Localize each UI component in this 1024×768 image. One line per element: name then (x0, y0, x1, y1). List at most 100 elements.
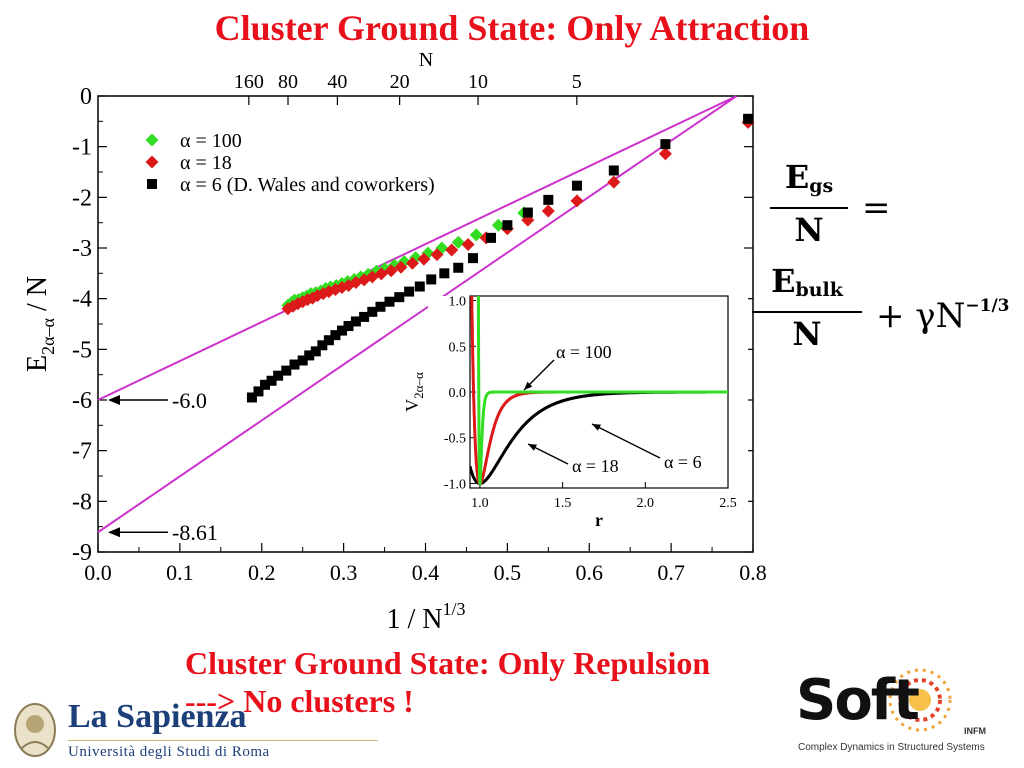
inset-x-axis-label: r (595, 510, 603, 530)
top-tick-label: 10 (468, 71, 488, 93)
data-point (336, 325, 347, 336)
data-point (297, 355, 308, 366)
data-point (570, 194, 584, 208)
sapienza-emblem-icon (14, 703, 56, 757)
annotation-label: -6.0 (172, 388, 207, 413)
sapienza-logo: La Sapienza Università degli Studi di Ro… (10, 698, 380, 768)
data-point (451, 235, 465, 249)
legend-marker (147, 179, 157, 189)
equals-sign: = (862, 188, 891, 228)
lhs-numerator: E (784, 158, 810, 196)
data-point (260, 379, 271, 390)
data-point (405, 256, 419, 270)
data-point (426, 274, 437, 285)
inset-x-tick-label: 1.5 (554, 496, 572, 511)
data-point (273, 370, 284, 381)
data-point (660, 139, 671, 150)
data-point (350, 316, 361, 327)
y-axis-label-suffix: / N (22, 276, 53, 318)
data-point (417, 252, 431, 266)
x-axis-label-text: 1 / N (386, 604, 442, 635)
x-tick-label: 0.2 (248, 560, 276, 585)
inset-series-label: α = 100 (556, 342, 612, 362)
soft-wordmark: Soft (796, 668, 920, 733)
energy-chart: 0.0 0.1 0.2 0.3 0.4 0.5 0.6 0.7 0.8 0 -1 -2 -3 -4 -5 -6… (22, 49, 767, 635)
data-point (607, 175, 621, 189)
data-point (502, 220, 513, 231)
y-tick-label: -6 (72, 388, 92, 414)
data-point (384, 296, 395, 307)
y-tick-label: -9 (72, 540, 92, 566)
annotation-label: -8.61 (172, 520, 218, 545)
x-tick-label: 0.0 (84, 560, 112, 585)
data-point (430, 248, 444, 262)
legend-label: α = 6 (D. Wales and coworkers) (180, 174, 435, 196)
annotation-arrowhead (108, 395, 120, 405)
inset-label-arrowhead (524, 381, 533, 390)
annotation-arrowhead (108, 527, 120, 538)
data-point (330, 330, 341, 341)
top-axis-label: N (419, 49, 433, 71)
top-tick-label: 5 (572, 71, 582, 93)
x-tick-label: 0.1 (166, 560, 194, 585)
data-point (310, 289, 324, 303)
data-point (414, 281, 425, 292)
inset-x-tick-label: 2.0 (637, 496, 655, 511)
inset-y-axis-label-sub: 2α–α (411, 372, 426, 399)
data-point (246, 392, 257, 403)
data-point (375, 301, 386, 312)
y-tick-label: -3 (72, 236, 92, 262)
soft-infm: INFM (964, 726, 986, 736)
inset-label-arrowhead (592, 424, 601, 431)
lhs-numerator-sub: gs (809, 175, 834, 197)
top-tick-label: 40 (327, 71, 347, 93)
inset-y-tick-label: -0.5 (444, 432, 466, 447)
gamma-exponent: −1/3 (965, 296, 1010, 316)
data-point (467, 253, 478, 264)
x-tick-label: 0.6 (576, 560, 604, 585)
data-point (374, 267, 388, 281)
data-point (486, 232, 496, 243)
rhs-numerator-sub: bulk (795, 279, 843, 301)
bottom-title-line2: ---> No clusters ! (185, 683, 414, 719)
data-point (439, 268, 450, 279)
slide-title: Cluster Ground State: Only Attraction (214, 8, 810, 48)
data-point (253, 386, 264, 397)
top-tick-label: 80 (278, 71, 298, 93)
data-point (323, 335, 334, 346)
data-point (743, 113, 754, 124)
data-point (289, 359, 300, 370)
data-point (310, 346, 321, 357)
legend-marker (145, 155, 159, 169)
data-point (453, 262, 464, 273)
data-point (317, 340, 328, 351)
x-tick-label: 0.4 (412, 560, 440, 585)
inset-y-tick-label: 1.0 (449, 295, 467, 310)
rhs-numerator: E (771, 262, 796, 300)
data-point (357, 273, 371, 287)
data-point (281, 365, 292, 376)
x-tick-label: 0.7 (657, 560, 685, 585)
data-point (343, 321, 354, 332)
data-point (658, 147, 672, 161)
data-point (469, 228, 483, 242)
data-point (404, 286, 415, 297)
inset-series-label: α = 18 (572, 456, 619, 476)
rhs-denominator: N (792, 315, 822, 353)
data-point (541, 204, 555, 218)
y-tick-label: -8 (72, 489, 92, 515)
lhs-denominator: N (794, 211, 824, 249)
data-point (367, 306, 378, 317)
legend-marker (145, 133, 159, 147)
data-point (394, 292, 405, 303)
data-point (522, 207, 533, 218)
sapienza-name: La Sapienza (68, 698, 247, 735)
inset-y-axis-label-text: V (402, 399, 422, 412)
data-point (543, 194, 554, 205)
y-axis-label-text: E (22, 355, 53, 372)
potential-curve (476, 296, 728, 486)
soft-logo: Soft INFM Complex Dynamics in Structured… (792, 660, 1000, 760)
data-point (394, 260, 408, 274)
rhs-fraction: Ebulk N (752, 262, 862, 353)
inset-y-tick-label: 0.0 (449, 386, 467, 401)
